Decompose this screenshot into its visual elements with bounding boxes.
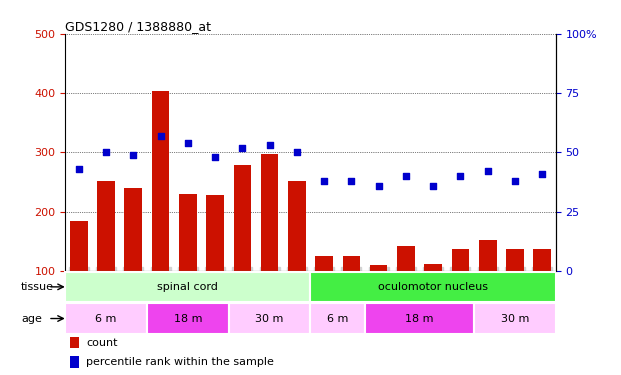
Point [319, 178, 329, 184]
Bar [70, 220, 88, 271]
Point [428, 183, 438, 189]
Point [292, 149, 302, 155]
Text: GDS1280 / 1388880_at: GDS1280 / 1388880_at [65, 20, 211, 33]
Bar [70, 356, 79, 368]
Point [129, 152, 138, 158]
Bar [261, 154, 278, 271]
Point [101, 149, 111, 155]
Point [510, 178, 520, 184]
Point [265, 142, 274, 148]
Point [401, 173, 411, 179]
Bar [97, 181, 115, 271]
Text: 6 m: 6 m [327, 314, 348, 324]
Bar [479, 240, 497, 271]
Bar [229, 303, 310, 334]
Bar [533, 249, 551, 271]
Bar [369, 265, 388, 271]
Text: spinal cord: spinal cord [157, 282, 219, 292]
Bar [506, 249, 524, 271]
Bar [310, 303, 365, 334]
Text: 6 m: 6 m [96, 314, 117, 324]
Bar [424, 264, 442, 271]
Bar [474, 303, 556, 334]
Bar [288, 181, 306, 271]
Point [210, 154, 220, 160]
Bar [343, 256, 360, 271]
Bar [315, 256, 333, 271]
Bar [451, 249, 469, 271]
Bar [397, 246, 415, 271]
Text: 30 m: 30 m [255, 314, 284, 324]
Text: percentile rank within the sample: percentile rank within the sample [86, 357, 274, 367]
Point [183, 140, 193, 146]
Point [537, 171, 547, 177]
Text: 18 m: 18 m [406, 314, 434, 324]
Point [74, 166, 84, 172]
Point [237, 145, 247, 151]
Point [347, 178, 356, 184]
Bar [147, 303, 229, 334]
Point [483, 168, 492, 174]
Text: age: age [21, 314, 42, 324]
Bar [152, 91, 170, 271]
Bar [65, 303, 147, 334]
Bar [65, 272, 310, 302]
Text: count: count [86, 338, 118, 348]
Text: oculomotor nucleus: oculomotor nucleus [378, 282, 488, 292]
Point [455, 173, 465, 179]
Text: tissue: tissue [21, 282, 54, 292]
Bar [206, 195, 224, 271]
Bar [70, 336, 79, 348]
Text: 30 m: 30 m [501, 314, 529, 324]
Bar [179, 194, 197, 271]
Bar [310, 272, 556, 302]
Point [374, 183, 384, 189]
Point [156, 133, 166, 139]
Bar [365, 303, 474, 334]
Text: 18 m: 18 m [174, 314, 202, 324]
Bar [124, 188, 142, 271]
Bar [233, 165, 252, 271]
